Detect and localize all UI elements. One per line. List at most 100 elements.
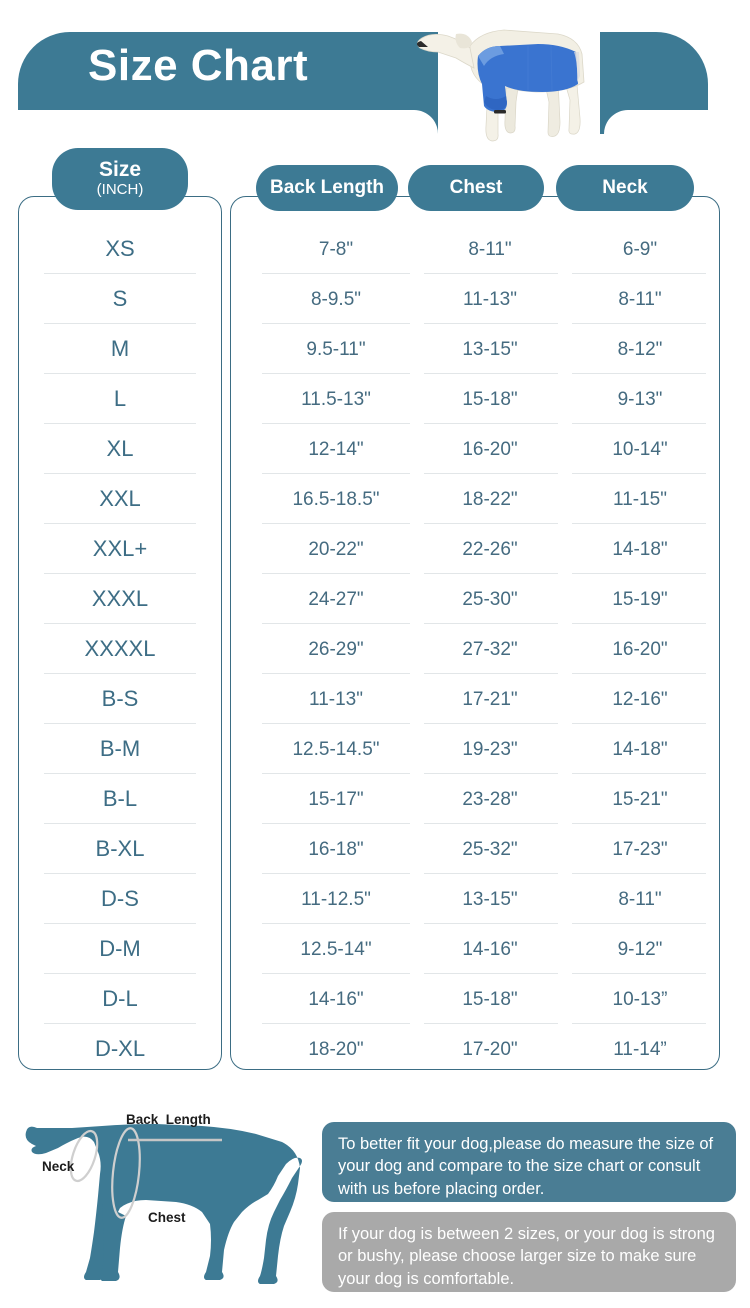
row-separator [262,923,410,924]
row-separator [572,323,706,324]
row-separator [262,473,410,474]
size-rows: XS S M L XL XXL XXL+ XXXL XXXXL B-S B-M B-L B-XL D-S D… [18,224,222,1074]
cell-size: B-L [102,786,138,811]
measurement-rows: 7-8" 8-11" 6-9" 8-9.5" 11-13" 8-11" 9.5-11" 13-… [230,224,720,1074]
size-header-sub: (INCH) [96,181,144,199]
row-separator [262,873,410,874]
cell-neck: 10-13” [612,988,668,1010]
measurements-card [230,196,720,1070]
row-separator [572,423,706,424]
row-separator [424,423,558,424]
row-separator [44,773,196,774]
cell-back-length: 11.5-13" [301,388,371,410]
row-separator [572,573,706,574]
table-row: 12.5-14.5" 19-23" 14-18" [230,724,720,774]
table-row: 18-20" 17-20" 11-14” [230,1024,720,1074]
row-separator [424,873,558,874]
row-separator [572,523,706,524]
column-header-chest: Chest [408,165,544,211]
row-separator [44,623,196,624]
cell-size: XXXXL [84,636,156,661]
table-row: D-M [18,924,222,974]
cell-back-length: 16.5-18.5" [292,488,380,510]
diagram-label-chest: Chest [148,1210,186,1225]
cell-size: D-L [102,986,138,1011]
table-row: XXXL [18,574,222,624]
cell-back-length: 11-13" [309,688,363,710]
row-separator [572,1023,706,1024]
row-separator [262,623,410,624]
row-separator [424,273,558,274]
row-separator [572,923,706,924]
cell-back-length: 14-16" [308,988,364,1010]
row-separator [424,723,558,724]
cell-chest: 8-11" [468,238,512,260]
cell-back-length: 8-9.5" [310,288,362,310]
cell-size: D-S [101,886,139,911]
cell-neck: 15-21" [612,788,668,810]
cell-chest: 15-18" [462,988,518,1010]
cell-chest: 23-28" [462,788,518,810]
cell-chest: 17-20" [462,1038,518,1060]
row-separator [44,573,196,574]
table-row: XXXXL [18,624,222,674]
table-row: M [18,324,222,374]
table-row: 12-14" 16-20" 10-14" [230,424,720,474]
cell-chest: 19-23" [462,738,518,760]
row-separator [424,523,558,524]
row-separator [262,273,410,274]
cell-chest: 15-18" [462,388,518,410]
cell-neck: 11-15" [613,488,667,510]
row-separator [44,323,196,324]
cell-chest: 25-32" [462,838,518,860]
row-separator [44,923,196,924]
row-separator [424,823,558,824]
cell-back-length: 24-27" [308,588,364,610]
row-separator [424,623,558,624]
row-separator [44,673,196,674]
column-header-size: Size (INCH) [52,148,188,210]
note-measure: To better fit your dog,please do measure… [322,1122,736,1202]
row-separator [424,973,558,974]
cell-neck: 17-23" [612,838,668,860]
cell-back-length: 12.5-14.5" [292,738,380,760]
cell-size: XXL [99,486,141,511]
row-separator [424,773,558,774]
row-separator [262,773,410,774]
row-separator [262,723,410,724]
row-separator [262,523,410,524]
cell-chest: 18-22" [462,488,518,510]
cell-back-length: 15-17" [308,788,364,810]
row-separator [44,873,196,874]
cell-size: S [112,286,128,311]
row-separator [44,273,196,274]
row-separator [44,473,196,474]
size-header-main: Size [98,157,142,181]
cell-size: D-XL [94,1036,146,1061]
cell-chest: 14-16" [462,938,518,960]
cell-neck: 14-18" [612,538,668,560]
table-row: 11.5-13" 15-18" 9-13" [230,374,720,424]
cell-back-length: 7-8" [318,238,354,260]
row-separator [262,323,410,324]
table-row: 15-17" 23-28" 15-21" [230,774,720,824]
table-row: 9.5-11" 13-15" 8-12" [230,324,720,374]
row-separator [572,473,706,474]
column-header-back-length: Back Length [256,165,398,211]
table-row: 11-12.5" 13-15" 8-11" [230,874,720,924]
row-separator [572,273,706,274]
cell-back-length: 16-18" [308,838,364,860]
table-row: XXL [18,474,222,524]
cell-neck: 8-11" [618,888,662,910]
row-separator [44,423,196,424]
cell-back-length: 9.5-11" [306,338,366,360]
row-separator [44,1023,196,1024]
size-column-card [18,196,222,1070]
table-row: 24-27" 25-30" 15-19" [230,574,720,624]
cell-back-length: 26-29" [308,638,364,660]
dog-measurement-diagram [25,1124,302,1284]
diagram-label-back-length: Back Length [126,1112,211,1127]
cell-chest: 13-15" [462,338,518,360]
row-separator [424,473,558,474]
cell-size: XS [105,236,135,261]
